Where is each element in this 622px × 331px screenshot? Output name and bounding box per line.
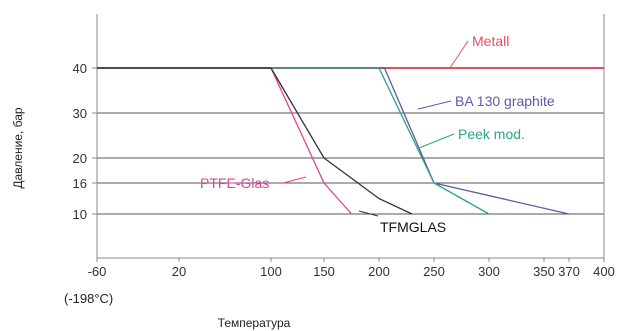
x-tick-label-150: 150 (313, 264, 335, 279)
series-line-peek (97, 67, 490, 215)
y-tick-labels: 10 16 20 30 40 (73, 61, 87, 222)
x-tick-label-250: 250 (423, 264, 445, 279)
series-label-ba130: BA 130 graphite (455, 93, 555, 109)
x-tick-label-20: 20 (172, 264, 186, 279)
y-axis-title: Давление, бар (11, 107, 25, 189)
axes (92, 14, 605, 262)
x-tick-labels: -60 20 100 150 200 250 300 350 370 400 (88, 264, 615, 279)
series-leader-peek (418, 133, 455, 149)
y-tick-label-20: 20 (73, 151, 87, 166)
x-tick-label-200: 200 (368, 264, 390, 279)
gridlines (97, 67, 604, 215)
x-axis-note: (-198°C) (64, 291, 113, 306)
y-tick-label-40: 40 (73, 61, 87, 76)
series-label-tfmglas: TFMGLAS (380, 219, 446, 235)
x-tick-label--60: -60 (88, 264, 107, 279)
series-label-ptfe: PTFE-Glas (200, 175, 269, 191)
series-lines (97, 67, 604, 215)
series-line-tfmglas (97, 67, 413, 215)
series-leader-metall (449, 40, 469, 69)
x-tick-label-370: 370 (558, 264, 580, 279)
series-leader-ba130 (417, 100, 452, 110)
x-tick-label-300: 300 (478, 264, 500, 279)
y-tick-label-10: 10 (73, 207, 87, 222)
y-tick-label-16: 16 (73, 176, 87, 191)
x-tick-label-400: 400 (593, 264, 615, 279)
series-labels: Metall BA 130 graphite Peek mod. PTFE-Glas T… (200, 33, 555, 235)
x-tick-label-350: 350 (533, 264, 555, 279)
series-label-metall: Metall (472, 33, 509, 49)
x-tick-label-100: 100 (260, 264, 282, 279)
y-tick-label-30: 30 (73, 106, 87, 121)
series-leader-ptfe (282, 176, 307, 184)
series-leader-tfmglas (358, 210, 379, 217)
series-label-peek: Peek mod. (458, 126, 525, 142)
x-axis-title: Температура (218, 316, 291, 330)
